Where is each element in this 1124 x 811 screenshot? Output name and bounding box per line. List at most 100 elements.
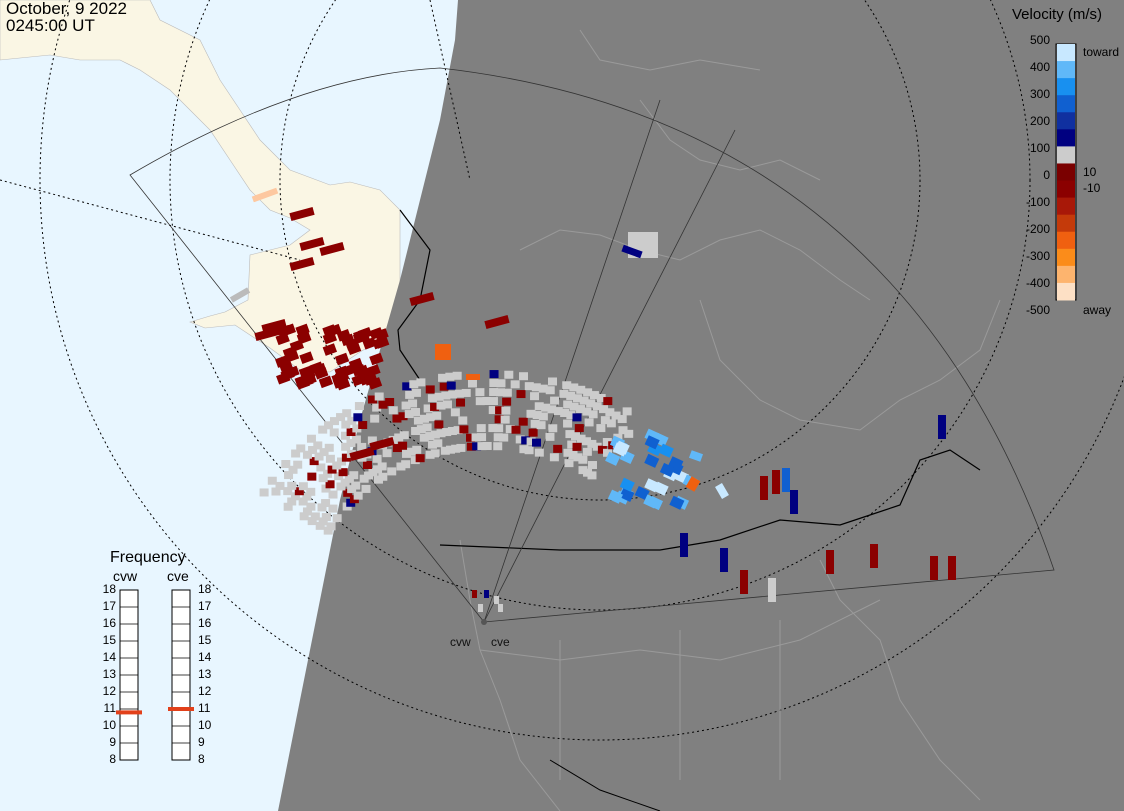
scatter-cell: [446, 381, 456, 390]
scatter-cell: [290, 492, 300, 501]
scatter-cell: [502, 388, 512, 397]
scatter-cell: [643, 494, 659, 509]
scatter-cell: [538, 412, 548, 421]
scatter-cell: [605, 408, 615, 417]
freq-tick-right: 14: [198, 650, 212, 664]
scatter-cell: [426, 413, 436, 422]
scatter-cell: [571, 432, 581, 441]
scatter-cell: [296, 444, 306, 453]
scatter-cell: [489, 379, 499, 388]
scatter-cell: [399, 431, 409, 440]
scatter-cell: [287, 497, 297, 506]
scatter-cell: [596, 393, 606, 402]
scatter-cell: [548, 424, 558, 433]
scatter-cell: [578, 455, 588, 464]
scatter-cell: [466, 433, 476, 442]
scatter-cell: [740, 570, 748, 594]
scatter-cell: [466, 442, 476, 451]
scatter-cell: [338, 468, 348, 477]
scatter-cell: [251, 187, 279, 203]
scatter-cell: [930, 556, 938, 580]
colorbar-tick: -200: [1025, 222, 1050, 236]
scatter-cell: [373, 465, 383, 474]
colorbar-title: Velocity (m/s): [1012, 6, 1103, 23]
colorbar-segment: [1057, 112, 1075, 130]
scatter-cell: [362, 461, 372, 470]
scatter-cell: [501, 406, 511, 415]
scatter-cell: [352, 424, 362, 433]
scatter-cell: [445, 372, 455, 381]
scatter-cell: [521, 436, 531, 445]
scatter-cell: [526, 437, 536, 446]
scatter-cell: [299, 237, 325, 251]
scatter-cell: [456, 398, 466, 407]
scatter-cell: [351, 435, 361, 444]
scatter-cell: [488, 424, 498, 433]
frequency-panel: [116, 589, 194, 761]
scatter-cell: [358, 421, 368, 430]
scatter-cell: [340, 431, 350, 440]
scatter-cell: [553, 444, 563, 453]
scatter-cell: [377, 462, 387, 471]
scatter-cell: [475, 397, 485, 406]
scatter-cell: [584, 418, 594, 427]
scatter-cell: [624, 429, 634, 438]
scatter-cell: [563, 419, 573, 428]
scatter-cell: [583, 388, 593, 397]
scatter-cell: [826, 550, 834, 574]
colorbar-segment: [1057, 163, 1075, 182]
scatter-cell: [291, 449, 301, 458]
scatter-cell: [515, 435, 525, 444]
freq-tick-left: 10: [102, 718, 116, 732]
scatter-cell: [332, 514, 342, 523]
colorbar-inner-label-pos: 10: [1083, 165, 1097, 179]
site-label-cvw: cvw: [450, 635, 471, 649]
scatter-cell: [576, 385, 586, 394]
scatter-cell: [401, 401, 411, 410]
freq-tick-right: 12: [198, 684, 212, 698]
scatter-cell: [310, 512, 320, 521]
scatter-cell: [314, 366, 329, 380]
scatter-cell: [308, 446, 318, 455]
scatter-cell: [411, 388, 421, 397]
scatter-cell: [416, 378, 426, 387]
scatter-cell: [447, 427, 457, 436]
scatter-cell: [495, 406, 505, 415]
scatter-cell: [357, 442, 367, 451]
scatter-cell: [450, 408, 460, 417]
scatter-cell: [402, 449, 412, 458]
scatter-cell: [382, 449, 392, 458]
scatter-cell: [475, 388, 485, 397]
scatter-cell: [412, 445, 422, 454]
scatter-cell: [336, 413, 346, 422]
scatter-cell: [559, 389, 569, 398]
scatter-cell: [394, 433, 404, 442]
scatter-cell: [563, 400, 573, 409]
scatter-cell: [534, 402, 544, 411]
scatter-cell: [493, 433, 503, 442]
scatter-cell: [603, 397, 613, 406]
scatter-cell: [302, 492, 312, 501]
scatter-cell: [349, 447, 375, 461]
colorbar-tick: -400: [1025, 276, 1050, 290]
freq-tick-left: 14: [102, 650, 116, 664]
scatter-cell: [572, 394, 582, 403]
scatter-cell: [576, 405, 586, 414]
scatter-cell: [582, 407, 592, 416]
colorbar-tick: -100: [1025, 195, 1050, 209]
scatter-cell: [317, 503, 327, 512]
scatter-cell: [442, 400, 452, 409]
scatter-cell: [502, 397, 512, 406]
scatter-cell: [607, 489, 623, 504]
scatter-cell: [354, 402, 364, 411]
scatter-cell: [454, 389, 464, 398]
scatter-cell: [425, 432, 435, 441]
scatter-cell: [271, 487, 281, 496]
scatter-cell: [596, 424, 606, 433]
scatter-cell: [413, 416, 423, 425]
scatter-cell: [319, 448, 329, 457]
scatter-cell: [484, 590, 489, 598]
scatter-cell: [323, 526, 333, 535]
scatter-cell: [318, 375, 334, 389]
